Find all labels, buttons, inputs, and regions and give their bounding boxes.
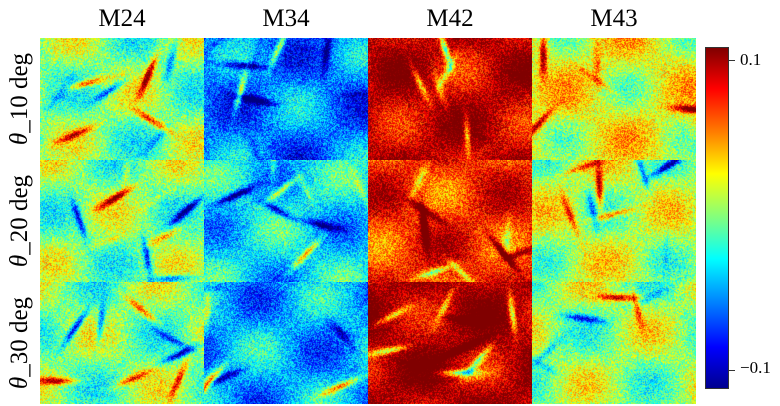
theta-symbol: θ xyxy=(6,254,34,268)
row-label-20-deg: θ_20 deg xyxy=(0,160,40,282)
column-label-m42: M42 xyxy=(426,5,474,32)
colorbar-tick-max xyxy=(729,60,735,61)
row-label-30-deg: θ_30 deg xyxy=(0,282,40,404)
row-label-10-deg: θ_10 deg xyxy=(0,38,40,160)
column-label-m43: M43 xyxy=(590,5,638,32)
theta-symbol: θ xyxy=(6,132,34,146)
colorbar-max-label: 0.1 xyxy=(740,50,762,69)
panel-m43-30-deg xyxy=(532,282,696,404)
column-label-m34: M34 xyxy=(262,5,310,32)
colorbar xyxy=(705,47,729,389)
column-label-m24: M24 xyxy=(98,5,146,32)
panel-m34-30-deg xyxy=(204,282,368,404)
row-label-text: _10 deg xyxy=(6,52,34,133)
panel-m34-20-deg xyxy=(204,160,368,282)
colorbar-tick-min xyxy=(729,370,735,371)
panel-m43-20-deg xyxy=(532,160,696,282)
panel-m42-20-deg xyxy=(368,160,532,282)
row-label-text: _20 deg xyxy=(6,174,34,255)
panel-m42-30-deg xyxy=(368,282,532,404)
panel-m24-30-deg xyxy=(40,282,204,404)
theta-symbol: θ xyxy=(6,376,34,390)
row-label-text: _30 deg xyxy=(6,296,34,377)
image-grid xyxy=(40,38,696,404)
colorbar-min-label: −0.1 xyxy=(740,358,771,377)
panel-m24-20-deg xyxy=(40,160,204,282)
panel-m24-10-deg xyxy=(40,38,204,160)
panel-m42-10-deg xyxy=(368,38,532,160)
panel-m34-10-deg xyxy=(204,38,368,160)
panel-m43-10-deg xyxy=(532,38,696,160)
